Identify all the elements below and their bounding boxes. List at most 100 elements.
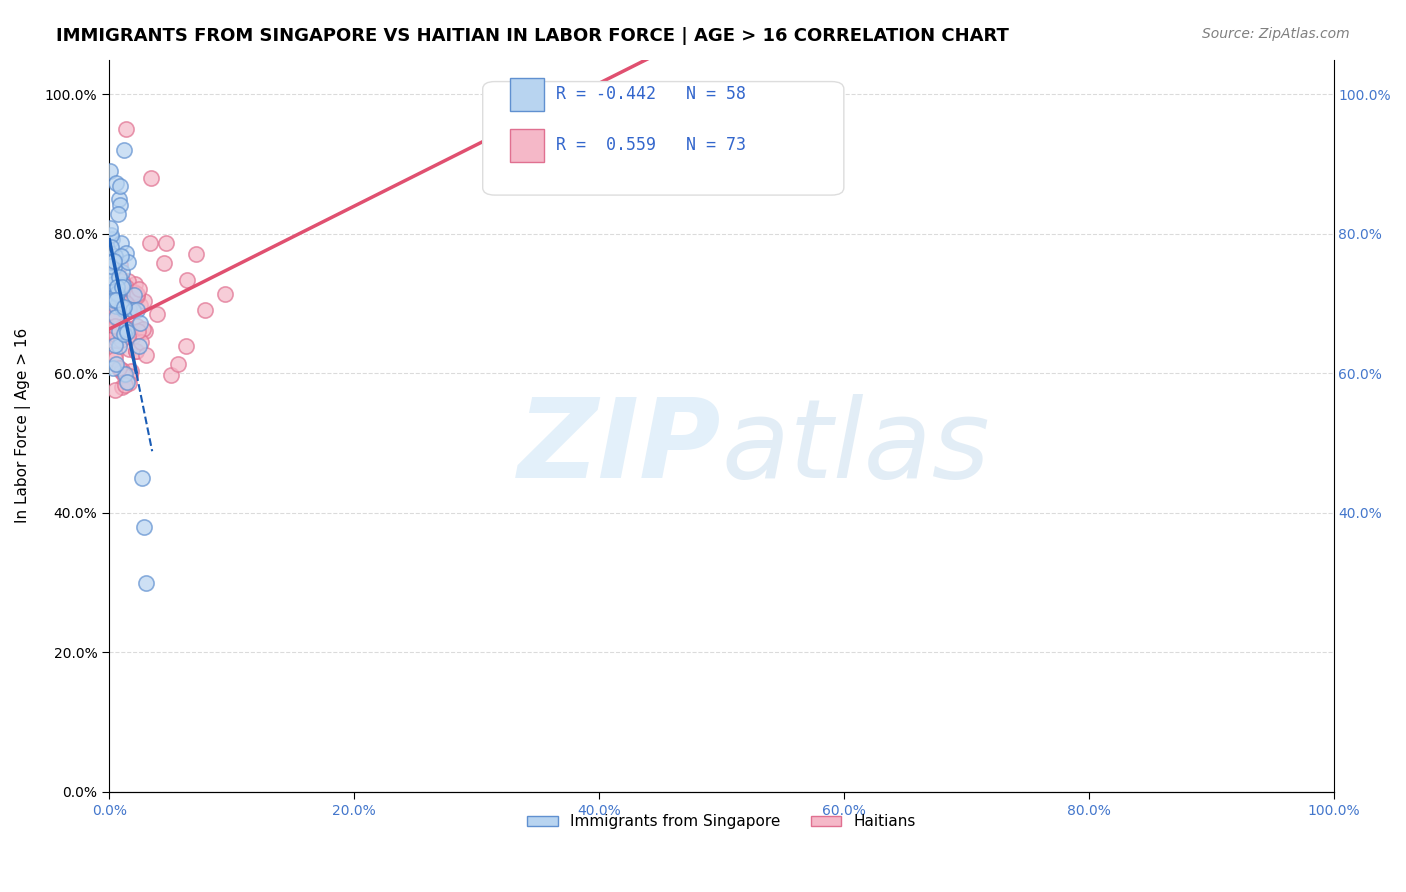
Point [128,316,150,330]
Text: R =  0.559   N = 73: R = 0.559 N = 73 [557,136,747,154]
Point [117,329,139,343]
Point [111,380,134,394]
Point [120,364,142,378]
Point [110,235,132,250]
Y-axis label: In Labor Force | Age > 16: In Labor Force | Age > 16 [15,328,31,524]
Point [111,318,134,333]
Point [105,286,128,301]
Point [98,289,121,303]
Point [108,198,131,212]
Point [114,368,136,382]
Point [105,286,128,301]
Point [127,319,149,334]
Point [103,333,125,347]
Point [114,327,136,342]
Point [105,328,128,343]
Point [104,384,127,398]
Point [100,314,122,328]
Point [114,326,136,341]
Point [112,368,135,383]
Point [101,255,124,269]
Point [112,143,135,157]
Point [111,321,134,335]
Point [112,301,135,315]
Point [107,286,129,301]
Point [111,274,134,288]
Point [107,339,129,353]
Point [115,325,138,339]
Point [100,240,122,254]
Point [98,292,121,306]
Point [104,289,127,303]
Point [124,277,146,291]
Point [114,122,136,136]
Point [122,288,145,302]
Point [176,273,198,287]
Point [100,227,122,242]
Point [105,309,128,323]
Point [214,287,236,301]
Legend: Immigrants from Singapore, Haitians: Immigrants from Singapore, Haitians [520,808,922,836]
Point [526,87,548,102]
Point [104,348,127,362]
Point [104,249,127,263]
Point [101,277,124,291]
Point [105,333,128,347]
Point [125,287,148,301]
Point [110,284,132,298]
Point [121,302,143,317]
Point [131,471,153,485]
Point [103,260,125,274]
Text: ZIP: ZIP [517,394,721,501]
Point [125,343,148,358]
Point [98,164,121,178]
Point [100,260,122,274]
Point [122,285,145,300]
Point [160,368,183,382]
Point [108,270,131,285]
Point [110,334,132,348]
Point [110,249,132,263]
Point [98,299,121,313]
Point [101,361,124,376]
Point [103,310,125,324]
Bar [509,78,544,111]
Text: IMMIGRANTS FROM SINGAPORE VS HAITIAN IN LABOR FORCE | AGE > 16 CORRELATION CHART: IMMIGRANTS FROM SINGAPORE VS HAITIAN IN … [56,27,1010,45]
Point [127,324,149,338]
Point [118,302,141,317]
Point [174,339,197,353]
Point [141,171,163,186]
Point [115,322,138,336]
Point [108,192,131,206]
Point [100,296,122,310]
Point [107,310,129,325]
Point [186,247,208,261]
Point [114,377,136,392]
Point [100,275,122,289]
Point [103,293,125,307]
Point [104,318,127,333]
Point [129,298,152,312]
Point [98,271,121,285]
Point [104,307,127,321]
Text: Source: ZipAtlas.com: Source: ZipAtlas.com [1202,27,1350,41]
Point [100,279,122,293]
Point [112,301,135,316]
Point [105,299,128,313]
Point [104,338,127,352]
Point [111,363,134,377]
Point [135,575,157,590]
Point [132,520,155,534]
Point [111,277,134,292]
Bar [509,129,544,162]
Point [194,303,217,318]
Point [121,328,143,343]
Point [110,265,132,279]
Point [104,293,127,307]
Point [145,307,167,321]
Point [155,235,177,250]
Point [114,295,136,310]
Point [118,343,141,357]
Point [103,253,125,268]
Point [101,265,124,279]
